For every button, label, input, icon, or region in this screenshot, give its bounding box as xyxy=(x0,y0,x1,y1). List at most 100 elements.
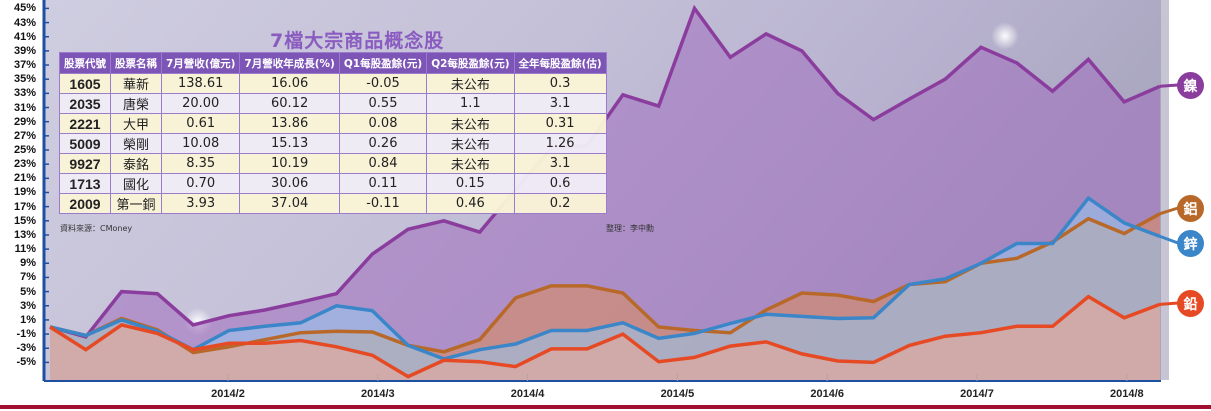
y-tick-label: 25% xyxy=(13,144,36,156)
header-q2-eps: Q2每股盈餘(元) xyxy=(426,52,515,74)
cell-code: 1713 xyxy=(59,173,111,194)
cell-name: 泰銘 xyxy=(110,153,162,174)
table-row: 1713 國化 0.70 30.06 0.11 0.15 0.6 xyxy=(59,173,607,194)
editor-note: 整理：李中勳 xyxy=(606,224,654,233)
cell-q2-eps: 未公布 xyxy=(426,73,515,94)
cell-code: 2035 xyxy=(59,93,111,114)
cell-q2-eps: 0.15 xyxy=(426,173,515,194)
y-tick-label: 35% xyxy=(13,73,36,86)
y-tick-label: 43% xyxy=(13,16,36,29)
cell-q2-eps: 1.1 xyxy=(426,93,515,114)
table-row: 1605 華新 138.61 16.06 -0.05 未公布 0.3 xyxy=(59,73,607,94)
cell-annual-eps: 3.1 xyxy=(513,93,607,114)
cell-annual-eps: 1.26 xyxy=(513,133,607,154)
cell-growth: 30.06 xyxy=(239,173,340,194)
y-tick-label: 21% xyxy=(13,172,36,185)
cell-q2-eps: 0.46 xyxy=(426,193,515,214)
y-tick-label: 45% xyxy=(13,2,36,15)
cell-revenue: 0.61 xyxy=(160,113,241,134)
cell-growth: 10.19 xyxy=(239,153,340,174)
header-annual-eps: 全年每股盈餘(估) xyxy=(513,52,607,74)
header-q1-eps: Q1每股盈餘(元) xyxy=(338,52,428,74)
table-header-row: 股票代號 股票名稱 7月營收(億元) 7月營收年成長(%) Q1每股盈餘(元) … xyxy=(59,52,607,74)
x-tick-label: 2014/6 xyxy=(810,388,845,400)
table-row: 9927 泰銘 8.35 10.19 0.84 未公布 3.1 xyxy=(59,153,607,174)
cell-name: 唐榮 xyxy=(110,93,162,114)
y-tick-label: 13% xyxy=(13,228,36,241)
cell-q1-eps: 0.84 xyxy=(338,153,428,174)
source-note: 資料來源：CMoney xyxy=(60,224,133,233)
header-revenue: 7月營收(億元) xyxy=(160,52,241,74)
cell-q1-eps: 0.08 xyxy=(338,113,428,134)
y-tick-label: 29% xyxy=(13,115,36,128)
cell-name: 第一銅 xyxy=(110,193,162,214)
cell-growth: 13.86 xyxy=(239,113,340,134)
y-tick-label: 7% xyxy=(20,271,36,284)
cell-code: 1605 xyxy=(59,73,111,94)
y-tick-label: 23% xyxy=(13,158,36,171)
table-title: 7檔大宗商品概念股 xyxy=(270,30,445,52)
line-鉛 xyxy=(49,294,1161,379)
header-name: 股票名稱 xyxy=(110,52,162,74)
cell-name: 大甲 xyxy=(110,113,162,134)
cell-revenue: 10.08 xyxy=(160,133,241,154)
table-row: 2221 大甲 0.61 13.86 0.08 未公布 0.31 xyxy=(59,113,607,134)
y-tick-label: 33% xyxy=(13,87,36,100)
x-tick-label: 2014/7 xyxy=(960,388,994,400)
cell-code: 2009 xyxy=(59,193,111,214)
header-code: 股票代號 xyxy=(59,52,111,74)
x-tick-label: 2014/5 xyxy=(660,388,695,400)
y-tick-label: 3% xyxy=(20,299,36,312)
y-tick-label: 27% xyxy=(13,129,36,142)
cell-growth: 60.12 xyxy=(239,93,340,114)
cell-q2-eps: 未公布 xyxy=(426,133,515,154)
y-tick-label: 39% xyxy=(13,44,36,57)
table-row: 2009 第一銅 3.93 37.04 -0.11 0.46 0.2 xyxy=(59,193,607,214)
cell-code: 2221 xyxy=(59,113,111,134)
y-tick-label: 15% xyxy=(13,214,36,227)
cell-annual-eps: 0.3 xyxy=(513,73,607,94)
cell-annual-eps: 0.6 xyxy=(513,173,607,194)
cell-growth: 37.04 xyxy=(239,193,340,214)
line-鋅 xyxy=(49,195,1161,361)
cell-q1-eps: 0.55 xyxy=(338,93,428,114)
footer-rule xyxy=(0,405,1211,409)
table-row: 5009 榮剛 10.08 15.13 0.26 未公布 1.26 xyxy=(59,133,607,154)
y-tick-label: -3% xyxy=(16,342,36,355)
cell-name: 榮剛 xyxy=(110,133,162,154)
cell-growth: 16.06 xyxy=(239,73,340,94)
cell-revenue: 8.35 xyxy=(160,153,241,174)
cell-revenue: 3.93 xyxy=(160,193,241,214)
x-tick-label: 2014/3 xyxy=(360,388,395,400)
lead-label-badge: 鉛 xyxy=(1177,290,1204,317)
y-tick-label: 5% xyxy=(20,285,36,298)
table-row: 2035 唐榮 20.00 60.12 0.55 1.1 3.1 xyxy=(59,93,607,114)
cell-growth: 15.13 xyxy=(239,133,340,154)
cell-code: 5009 xyxy=(59,133,111,154)
x-tick-label: 2014/2 xyxy=(211,388,245,400)
nickel-label-badge: 鎳 xyxy=(1177,72,1204,99)
y-tick-label: 1% xyxy=(20,313,36,326)
y-tick-label: 41% xyxy=(13,30,36,43)
cell-annual-eps: 0.31 xyxy=(513,113,607,134)
cell-q1-eps: -0.11 xyxy=(338,193,428,214)
y-tick-label: 9% xyxy=(20,257,36,270)
cell-q1-eps: 0.26 xyxy=(338,133,428,154)
cell-name: 華新 xyxy=(110,73,162,94)
y-tick-label: 11% xyxy=(14,243,36,256)
cell-q2-eps: 未公布 xyxy=(426,113,515,134)
x-tick-label: 2014/8 xyxy=(1109,388,1144,400)
y-tick-label: 19% xyxy=(13,186,36,199)
y-tick-label: 31% xyxy=(13,101,36,114)
cell-annual-eps: 3.1 xyxy=(513,153,607,174)
cell-name: 國化 xyxy=(110,173,162,194)
y-tick-label: 37% xyxy=(13,59,36,72)
y-tick-label: -5% xyxy=(16,356,36,369)
y-tick-label: -1% xyxy=(16,328,36,341)
stock-table: 股票代號 股票名稱 7月營收(億元) 7月營收年成長(%) Q1每股盈餘(元) … xyxy=(59,52,607,214)
header-growth: 7月營收年成長(%) xyxy=(239,52,340,74)
cell-annual-eps: 0.2 xyxy=(513,193,607,214)
area-鋅 xyxy=(50,198,1160,381)
y-tick-label: 17% xyxy=(13,200,36,213)
